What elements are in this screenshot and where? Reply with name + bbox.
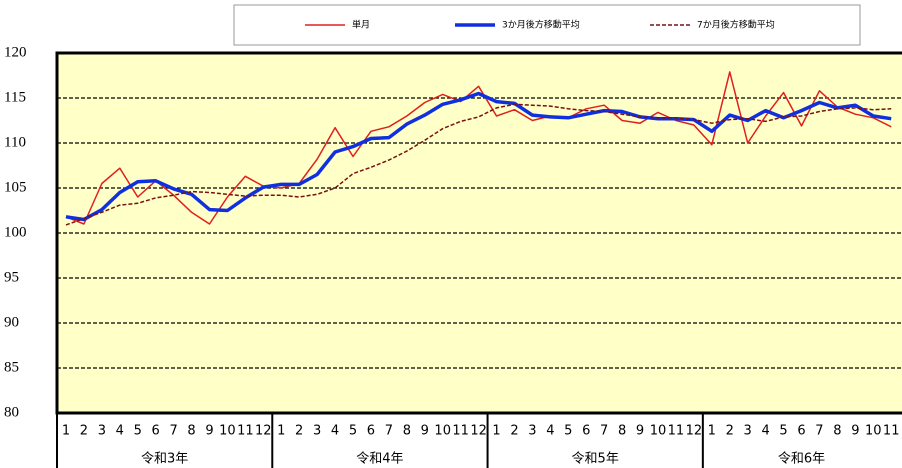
x-tick-label: 11	[452, 424, 469, 439]
y-tick-label: 110	[4, 134, 26, 150]
x-tick-label: 4	[761, 424, 769, 439]
y-tick-label: 120	[4, 44, 27, 60]
series-line	[65, 91, 892, 222]
x-tick-label: 5	[134, 424, 142, 439]
x-tick-label: 1	[492, 424, 500, 439]
y-tick-label: 100	[4, 224, 27, 240]
x-tick-label: 6	[797, 424, 805, 439]
x-tick-label: 8	[187, 424, 195, 439]
x-tick-label: 4	[331, 424, 339, 439]
x-tick-label: 11	[668, 424, 685, 439]
x-tick-label: 3	[528, 424, 536, 439]
x-tick-label: 10	[219, 424, 236, 439]
y-tick-label: 90	[4, 314, 19, 330]
series-group	[65, 71, 892, 226]
x-tick-label: 10	[865, 424, 882, 439]
x-tick-label: 12	[686, 424, 703, 439]
x-tick-label: 11	[883, 424, 900, 439]
x-tick-label: 3	[313, 424, 321, 439]
x-tick-label: 12	[255, 424, 272, 439]
x-tick-label: 9	[421, 424, 429, 439]
y-tick-label: 105	[4, 179, 27, 195]
year-label: 令和3年	[141, 452, 188, 467]
x-tick-label: 3	[98, 424, 106, 439]
x-tick-label: 12	[470, 424, 487, 439]
year-label: 令和5年	[572, 452, 619, 467]
y-tick-label: 80	[4, 404, 19, 420]
x-tick-label: 2	[726, 424, 734, 439]
legend-label: 単月	[352, 19, 370, 31]
x-tick-label: 8	[833, 424, 841, 439]
x-tick-label: 5	[779, 424, 787, 439]
x-tick-label: 5	[349, 424, 357, 439]
year-label: 令和4年	[356, 452, 403, 467]
year-label: 令和6年	[778, 452, 825, 467]
legend-label: 7か月後方移動平均	[697, 19, 775, 31]
x-tick-label: 8	[403, 424, 411, 439]
x-tick-label: 1	[62, 424, 70, 439]
x-tick-label: 2	[510, 424, 518, 439]
x-tick-label: 4	[546, 424, 554, 439]
series-line	[65, 71, 892, 225]
x-tick-label: 9	[636, 424, 644, 439]
x-tick-label: 6	[582, 424, 590, 439]
x-tick-label: 10	[650, 424, 667, 439]
x-tick-label: 5	[564, 424, 572, 439]
x-tick-label: 9	[851, 424, 859, 439]
x-tick-label: 3	[744, 424, 752, 439]
y-tick-label: 85	[4, 359, 19, 375]
x-tick-label: 10	[434, 424, 451, 439]
series-line	[65, 103, 892, 226]
x-tick-label: 6	[152, 424, 160, 439]
x-tick-label: 7	[600, 424, 608, 439]
x-tick-label: 6	[367, 424, 375, 439]
x-tick-label: 2	[295, 424, 303, 439]
x-tick-label: 7	[169, 424, 177, 439]
x-tick-label: 1	[277, 424, 285, 439]
plot-frame	[55, 51, 902, 415]
y-tick-label: 95	[4, 269, 19, 285]
x-tick-label: 1	[708, 424, 716, 439]
x-tick-label: 7	[815, 424, 823, 439]
x-tick-label: 7	[385, 424, 393, 439]
x-tick-label: 8	[618, 424, 626, 439]
x-tick-label: 11	[237, 424, 254, 439]
legend-label: 3か月後方移動平均	[502, 19, 580, 31]
x-tick-label: 9	[205, 424, 213, 439]
x-tick-label: 2	[80, 424, 88, 439]
y-tick-label: 115	[4, 89, 26, 105]
x-tick-label: 4	[116, 424, 124, 439]
